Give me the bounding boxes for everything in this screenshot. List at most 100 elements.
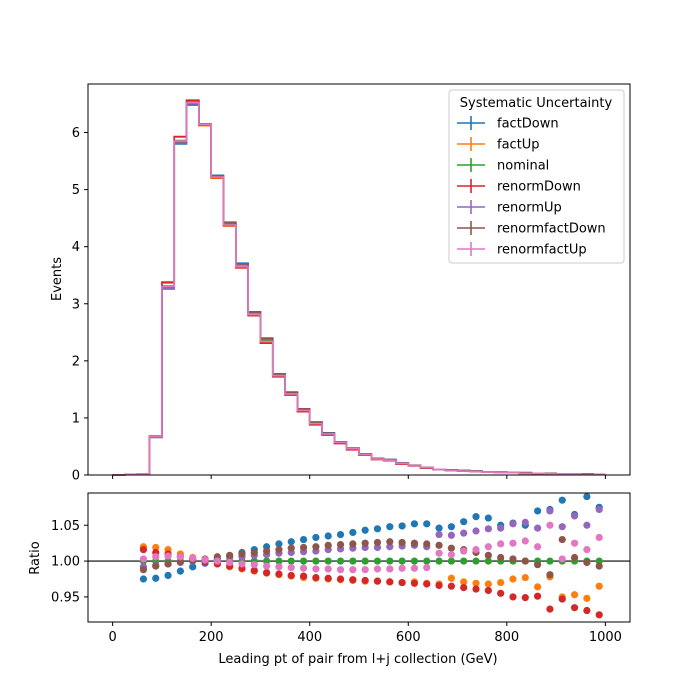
ratio-point-renormUp-34 bbox=[558, 523, 566, 531]
legend-label-renormDown: renormDown bbox=[497, 180, 581, 195]
ratio-point-renormfactDown-36 bbox=[583, 558, 591, 567]
ratio-point-factDown-1 bbox=[152, 574, 160, 582]
ratio-point-renormfactDown-29 bbox=[497, 553, 505, 562]
ratio-point-factUp-1 bbox=[152, 543, 160, 552]
ratio-point-renormfactUp-22 bbox=[410, 564, 419, 572]
ratio-point-renormfactUp-8 bbox=[238, 560, 246, 568]
ratio-point-nominal-11 bbox=[275, 557, 283, 565]
x-tick-label-4: 800 bbox=[494, 630, 519, 645]
ratio-point-nominal-33 bbox=[546, 557, 554, 565]
ratio-point-renormDown-28 bbox=[484, 586, 492, 595]
ratio-point-renormfactDown-9 bbox=[250, 548, 258, 557]
legend-entry-factUp: factUp bbox=[457, 137, 540, 153]
ratio-point-renormfactUp-28 bbox=[484, 543, 492, 551]
legend-entries: factDown factUp nominal renormDown renormUp r… bbox=[457, 116, 606, 258]
ratio-point-renormfactUp-31 bbox=[521, 537, 529, 545]
ratio-point-nominal-12 bbox=[287, 557, 295, 565]
ratio-point-renormDown-13 bbox=[299, 572, 308, 580]
ratio-point-factDown-32 bbox=[534, 507, 542, 515]
ratio-point-renormfactDown-2 bbox=[164, 560, 172, 568]
ratio-point-factDown-4 bbox=[189, 563, 197, 571]
main-y-tick-label-0: 0 bbox=[72, 469, 80, 484]
ratio-panel: 0 200 400 600 800 1000 0.95 1.00 1.05 Ratio Lea… bbox=[28, 492, 631, 667]
ratio-point-renormDown-35 bbox=[570, 604, 579, 612]
ratio-point-renormUp-37 bbox=[595, 505, 603, 514]
ratio-point-factDown-27 bbox=[472, 513, 480, 521]
ratio-point-factDown-13 bbox=[299, 535, 308, 544]
ratio-point-renormUp-28 bbox=[484, 525, 492, 533]
ratio-point-renormfactUp-18 bbox=[361, 566, 369, 574]
ratio-point-renormDown-10 bbox=[263, 568, 271, 577]
ratio-point-renormDown-9 bbox=[250, 566, 258, 575]
ratio-point-renormfactDown-25 bbox=[447, 544, 455, 552]
ratio-point-renormfactUp-1 bbox=[152, 553, 160, 561]
ratio-point-renormDown-18 bbox=[361, 576, 369, 585]
ratio-point-nominal-14 bbox=[312, 557, 320, 565]
ratio-point-renormfactUp-9 bbox=[250, 561, 258, 569]
ratio-point-renormfactUp-10 bbox=[263, 562, 271, 570]
ratio-point-renormfactDown-22 bbox=[410, 539, 419, 547]
ratio-point-renormfactUp-0 bbox=[139, 555, 148, 563]
ratio-point-renormfactDown-11 bbox=[275, 546, 283, 554]
ratio-point-renormDown-22 bbox=[410, 579, 419, 587]
ratio-point-renormfactDown-28 bbox=[484, 551, 492, 559]
ratio-point-renormfactUp-11 bbox=[275, 563, 283, 571]
ratio-y-tick-label-0: 0.95 bbox=[51, 590, 80, 605]
legend-label-renormfactDown: renormfactDown bbox=[497, 222, 606, 237]
x-tick-label-3: 600 bbox=[396, 630, 421, 645]
ratio-point-renormfactUp-12 bbox=[287, 563, 295, 572]
ratio-point-nominal-24 bbox=[435, 557, 443, 565]
ratio-point-factDown-25 bbox=[447, 523, 455, 531]
ratio-point-nominal-19 bbox=[373, 557, 382, 565]
ratio-point-renormfactDown-16 bbox=[336, 541, 345, 549]
ratio-point-renormUp-25 bbox=[447, 531, 455, 539]
ratio-point-factDown-26 bbox=[460, 518, 468, 526]
ratio-point-renormfactDown-35 bbox=[570, 553, 579, 562]
ratio-y-axis-label: Ratio bbox=[28, 541, 43, 574]
ratio-point-renormDown-31 bbox=[521, 594, 529, 602]
ratio-point-nominal-25 bbox=[447, 557, 455, 565]
ratio-point-renormUp-36 bbox=[583, 521, 591, 529]
legend-label-factDown: factDown bbox=[497, 117, 559, 132]
ratio-point-renormfactUp-24 bbox=[435, 549, 443, 557]
ratio-point-factUp-37 bbox=[595, 582, 603, 590]
ratio-point-renormfactDown-18 bbox=[361, 539, 369, 547]
ratio-point-nominal-23 bbox=[423, 557, 431, 565]
ratio-point-renormUp-32 bbox=[534, 524, 542, 532]
x-tick-label-1: 200 bbox=[199, 630, 224, 645]
ratio-point-factDown-28 bbox=[484, 514, 492, 522]
legend-label-factUp: factUp bbox=[497, 138, 540, 153]
legend-label-renormUp: renormUp bbox=[497, 201, 562, 216]
ratio-point-renormfactUp-23 bbox=[423, 563, 431, 572]
ratio-point-renormfactDown-14 bbox=[312, 543, 320, 551]
ratio-point-renormfactDown-20 bbox=[386, 538, 394, 546]
ratio-point-factDown-0 bbox=[139, 575, 148, 583]
ratio-point-factUp-26 bbox=[460, 578, 468, 586]
main-y-tick-label-5: 5 bbox=[72, 183, 80, 198]
ratio-point-factDown-12 bbox=[287, 538, 295, 546]
ratio-point-factDown-11 bbox=[275, 540, 283, 548]
legend-entry-renormDown: renormDown bbox=[457, 179, 581, 195]
legend-label-nominal: nominal bbox=[497, 159, 549, 174]
ratio-point-renormfactUp-6 bbox=[213, 557, 221, 565]
ratio-point-renormfactDown-0 bbox=[139, 566, 148, 574]
ratio-point-renormfactDown-24 bbox=[435, 541, 443, 549]
legend: Systematic Uncertainty factDown factUp nom… bbox=[448, 89, 625, 264]
ratio-point-renormfactUp-15 bbox=[324, 565, 332, 573]
ratio-point-renormfactDown-10 bbox=[263, 547, 271, 555]
ratio-point-renormfactUp-29 bbox=[497, 540, 505, 548]
main-y-axis-label: Events bbox=[50, 257, 65, 301]
main-y-tick-label-3: 3 bbox=[72, 297, 80, 312]
ratio-point-renormfactUp-20 bbox=[386, 565, 394, 573]
ratio-point-factDown-14 bbox=[312, 533, 320, 542]
ratio-point-renormfactUp-27 bbox=[472, 546, 480, 554]
ratio-point-renormDown-29 bbox=[497, 589, 505, 597]
ratio-point-renormfactUp-14 bbox=[312, 565, 320, 573]
ratio-point-nominal-27 bbox=[472, 557, 480, 565]
ratio-points bbox=[139, 492, 603, 619]
ratio-point-factDown-36 bbox=[583, 492, 591, 501]
ratio-point-nominal-16 bbox=[336, 557, 345, 565]
ratio-y-ticks: 0.95 1.00 1.05 bbox=[51, 519, 88, 605]
histogram-steps bbox=[112, 99, 606, 476]
legend-label-renormfactUp: renormfactUp bbox=[497, 243, 587, 258]
